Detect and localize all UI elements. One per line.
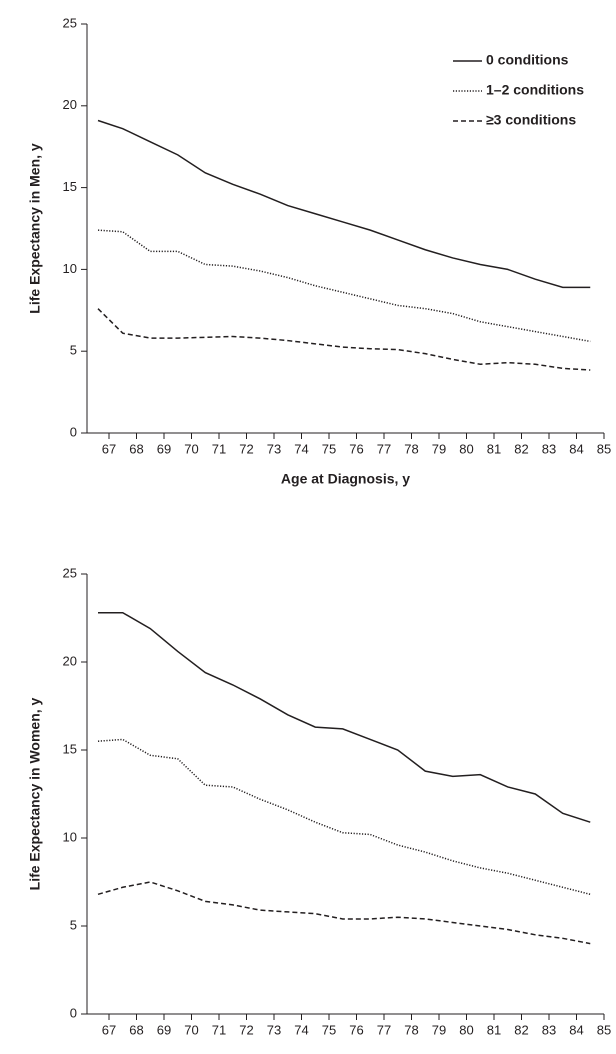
line-series (97, 738, 591, 896)
y-tick-label: 0 (70, 1005, 77, 1020)
x-tick-label: 73 (267, 441, 281, 456)
x-tick-label: 77 (377, 441, 391, 456)
y-tick-label: 15 (63, 179, 77, 194)
y-axis-title: Life Expectancy in Women, y (27, 697, 43, 890)
x-tick-label: 70 (184, 1022, 198, 1037)
x-tick-label: 74 (294, 1022, 308, 1037)
x-tick-label: 81 (487, 441, 501, 456)
line-series (97, 229, 591, 343)
y-tick-label: 10 (63, 829, 77, 844)
legend-label: 0 conditions (486, 52, 569, 68)
x-tick-label: 81 (487, 1022, 501, 1037)
x-tick-label: 84 (569, 441, 583, 456)
y-tick-label: 5 (70, 917, 77, 932)
line-series (97, 308, 591, 371)
x-tick-label: 77 (377, 1022, 391, 1037)
x-tick-label: 71 (212, 441, 226, 456)
x-tick-label: 69 (157, 1022, 171, 1037)
y-tick-label: 25 (63, 565, 77, 580)
x-tick-label: 72 (239, 1022, 253, 1037)
x-tick-label: 72 (239, 441, 253, 456)
x-tick-label: 83 (542, 441, 556, 456)
x-tick-label: 82 (514, 1022, 528, 1037)
x-tick-label: 84 (569, 1022, 583, 1037)
x-tick-label: 68 (129, 1022, 143, 1037)
x-tick-label: 78 (404, 1022, 418, 1037)
legend-label: 1–2 conditions (486, 82, 584, 98)
line-series (97, 119, 591, 289)
y-tick-label: 10 (63, 261, 77, 276)
x-tick-label: 69 (157, 441, 171, 456)
x-tick-label: 75 (322, 1022, 336, 1037)
x-tick-label: 85 (597, 1022, 611, 1037)
x-tick-label: 83 (542, 1022, 556, 1037)
x-tick-label: 70 (184, 441, 198, 456)
x-tick-label: 76 (349, 441, 363, 456)
x-tick-label: 85 (597, 441, 611, 456)
line-series (98, 611, 591, 823)
x-tick-label: 68 (129, 441, 143, 456)
y-tick-label: 5 (70, 343, 77, 358)
legend-label: ≥3 conditions (486, 112, 576, 128)
x-tick-label: 79 (432, 441, 446, 456)
y-tick-label: 20 (63, 653, 77, 668)
x-tick-label: 73 (267, 1022, 281, 1037)
x-tick-label: 71 (212, 1022, 226, 1037)
x-tick-label: 80 (459, 1022, 473, 1037)
y-tick-label: 0 (70, 424, 77, 439)
x-tick-label: 80 (459, 441, 473, 456)
x-axis-title: Age at Diagnosis, y (281, 1052, 410, 1054)
y-tick-label: 20 (63, 97, 77, 112)
line-series (97, 881, 591, 945)
x-tick-label: 79 (432, 1022, 446, 1037)
x-tick-label: 67 (102, 441, 116, 456)
x-tick-label: 74 (294, 441, 308, 456)
x-axis-title: Age at Diagnosis, y (281, 471, 410, 487)
y-axis-title: Life Expectancy in Men, y (27, 143, 43, 314)
x-tick-label: 76 (349, 1022, 363, 1037)
y-tick-label: 15 (63, 741, 77, 756)
x-tick-label: 78 (404, 441, 418, 456)
x-tick-label: 67 (102, 1022, 116, 1037)
y-tick-label: 25 (63, 15, 77, 30)
x-tick-label: 75 (322, 441, 336, 456)
x-tick-label: 82 (514, 441, 528, 456)
